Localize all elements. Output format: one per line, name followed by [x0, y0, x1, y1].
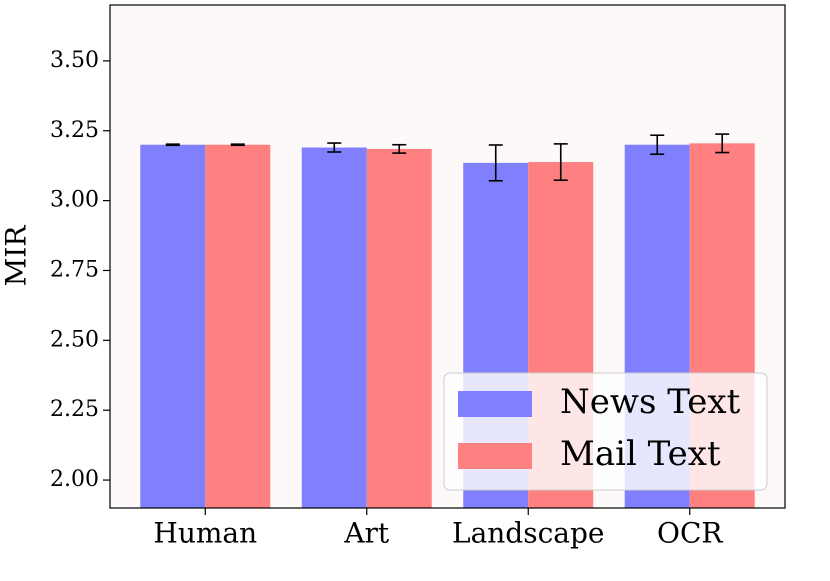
y-tick-label: 2.25: [50, 397, 99, 422]
y-tick-label: 2.75: [50, 257, 99, 282]
y-axis-label: MIR: [0, 225, 33, 287]
y-tick-label: 3.50: [50, 48, 99, 73]
plot-frame: [109, 4, 786, 509]
y-tick-label: 2.00: [50, 467, 99, 492]
error-bar: [488, 144, 503, 182]
error-bar: [715, 133, 730, 154]
x-tick-label: Art: [343, 517, 390, 550]
error-bar: [392, 143, 407, 154]
x-tick-label: Landscape: [452, 517, 604, 550]
bar: [301, 147, 367, 508]
legend-label: News Text: [560, 382, 741, 422]
legend-swatch: [458, 391, 532, 417]
error-bar: [327, 142, 342, 153]
y-tick-label: 2.50: [50, 327, 99, 352]
legend: News Text Mail Text: [443, 372, 768, 491]
error-bar: [165, 143, 180, 147]
error-bar: [553, 143, 568, 182]
x-tick-label: Human: [153, 517, 257, 550]
y-tick-label: 3.00: [50, 188, 99, 213]
error-bar: [230, 143, 245, 147]
x-tick-label: OCR: [657, 517, 723, 550]
bar: [366, 148, 432, 509]
bar: [205, 144, 271, 508]
y-tick-label: 3.25: [50, 118, 99, 143]
bar: [140, 144, 206, 508]
legend-swatch: [458, 443, 532, 469]
error-bar: [650, 134, 665, 156]
legend-label: Mail Text: [560, 434, 721, 474]
